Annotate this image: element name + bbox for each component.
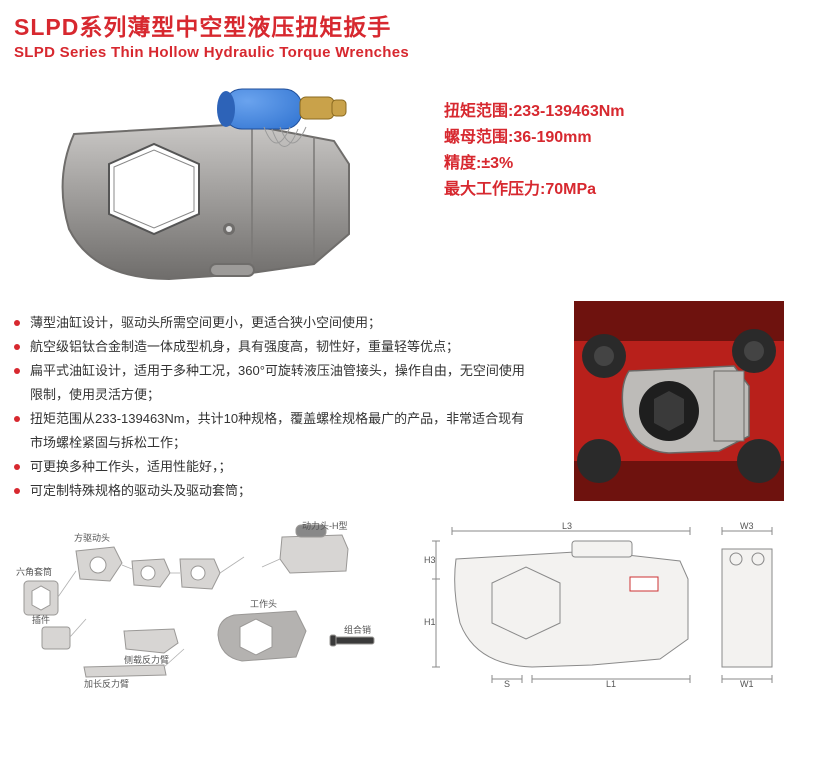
hero-row: 扭矩范围:233-139463Nm 螺母范围:36-190mm 精度:±3% 最… bbox=[14, 69, 799, 299]
bottom-row: 方驱动头 六角套筒 插件 侧载反力臂 加长反力臂 动力头-H型 工作头 组合销 bbox=[14, 519, 799, 689]
spec-box: 扭矩范围:233-139463Nm 螺母范围:36-190mm 精度:±3% 最… bbox=[444, 99, 625, 299]
dimension-drawing: L3 W3 H3 H1 L1 S W1 bbox=[422, 519, 792, 689]
label-combo: 组合销 bbox=[344, 624, 371, 635]
dim-h3: H3 bbox=[424, 555, 436, 565]
title-english: SLPD Series Thin Hollow Hydraulic Torque… bbox=[14, 44, 799, 61]
title-chinese: SLPD系列薄型中空型液压扭矩扳手 bbox=[14, 8, 799, 42]
dim-s: S bbox=[504, 679, 510, 689]
spec-accuracy: 精度:±3% bbox=[444, 151, 625, 177]
feature-item: 可定制特殊规格的驱动头及驱动套筒； bbox=[14, 479, 534, 503]
spec-nut: 螺母范围:36-190mm bbox=[444, 125, 625, 151]
label-power-head: 动力头-H型 bbox=[302, 520, 348, 531]
label-side-arm: 侧载反力臂 bbox=[124, 654, 169, 665]
dim-w1: W1 bbox=[740, 679, 754, 689]
spec-pressure: 最大工作压力:70MPa bbox=[444, 177, 625, 203]
feature-item: 扁平式油缸设计，适用于多种工况，360°可旋转液压油管接头，操作自由，无空间使用… bbox=[14, 359, 534, 407]
dim-l3: L3 bbox=[562, 521, 572, 531]
label-insert: 插件 bbox=[32, 614, 50, 625]
dim-l1: L1 bbox=[606, 679, 616, 689]
feature-item: 航空级铝钛合金制造一体成型机身，具有强度高，韧性好，重量轻等优点； bbox=[14, 335, 534, 359]
feature-item: 薄型油缸设计，驱动头所需空间更小，更适合狭小空间使用； bbox=[14, 311, 534, 335]
label-hex-sleeve: 六角套筒 bbox=[16, 566, 52, 577]
label-square-drive: 方驱动头 bbox=[74, 532, 110, 543]
label-long-arm: 加长反力臂 bbox=[84, 678, 129, 689]
feature-item: 扭矩范围从233-139463Nm，共计10种规格，覆盖螺栓规格最广的产品，非常… bbox=[14, 407, 534, 455]
features-list: 薄型油缸设计，驱动头所需空间更小，更适合狭小空间使用； 航空级铝钛合金制造一体成… bbox=[14, 311, 534, 503]
feature-item: 可更换多种工作头，适用性能好，； bbox=[14, 455, 534, 479]
dim-w3: W3 bbox=[740, 521, 754, 531]
features-row: 薄型油缸设计，驱动头所需空间更小，更适合狭小空间使用； 航空级铝钛合金制造一体成… bbox=[14, 311, 799, 503]
product-image bbox=[14, 69, 384, 299]
exploded-view: 方驱动头 六角套筒 插件 侧载反力臂 加长反力臂 动力头-H型 工作头 组合销 bbox=[14, 519, 404, 689]
label-work-head: 工作头 bbox=[250, 598, 277, 609]
dim-h1: H1 bbox=[424, 617, 436, 627]
application-photo bbox=[574, 301, 784, 501]
spec-torque: 扭矩范围:233-139463Nm bbox=[444, 99, 625, 125]
